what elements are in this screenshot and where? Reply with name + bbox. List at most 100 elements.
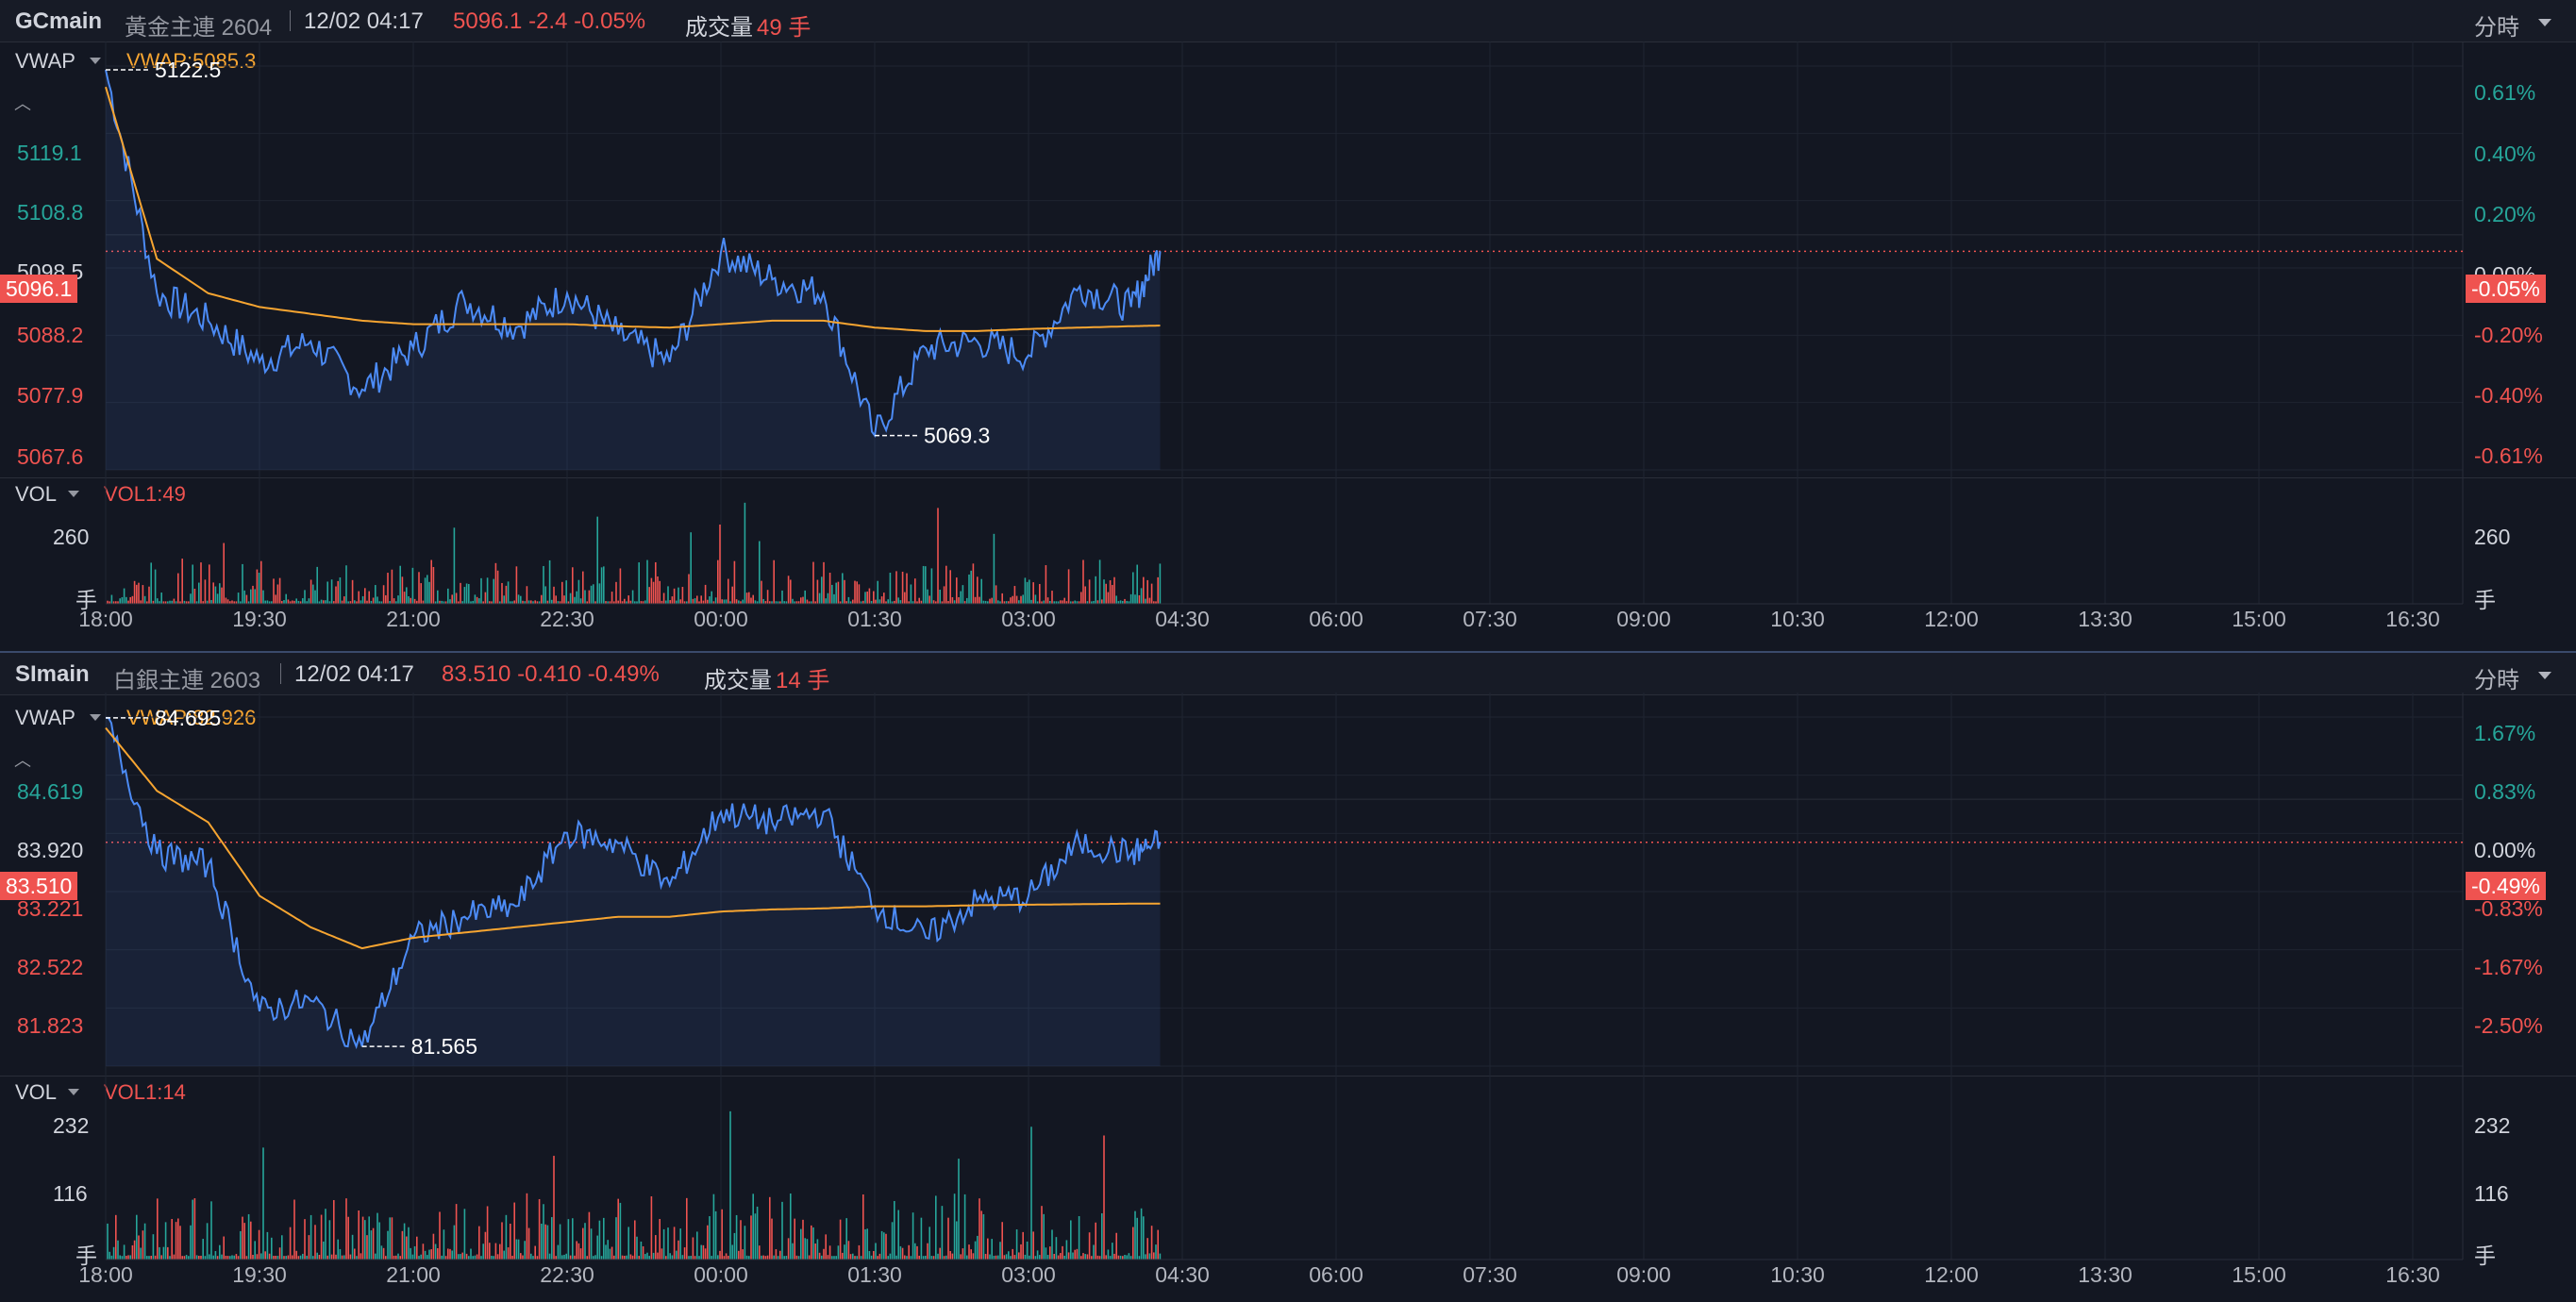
vol-unit-label: 手 bbox=[75, 1244, 97, 1268]
vol-tick-label: 232 bbox=[53, 1113, 90, 1138]
divider bbox=[280, 663, 281, 684]
silver-volume-value: 14 手 bbox=[776, 668, 830, 693]
chevron-down-icon[interactable] bbox=[90, 714, 101, 721]
pct-tick-label: -1.67% bbox=[2474, 955, 2543, 979]
pct-tick-label: -0.20% bbox=[2474, 323, 2543, 347]
pct-tick-label: 0.00% bbox=[2474, 838, 2536, 862]
x-tick-label: 07:30 bbox=[1463, 607, 1517, 631]
silver-symbol[interactable]: SImain bbox=[15, 661, 90, 687]
vol-unit-label: 手 bbox=[2474, 1244, 2496, 1268]
x-tick-label: 03:00 bbox=[1001, 1262, 1056, 1287]
gold-last-price-tag: 5096.1 bbox=[0, 275, 78, 303]
x-tick-label: 07:30 bbox=[1463, 1262, 1517, 1287]
x-tick-label: 16:30 bbox=[2385, 1262, 2440, 1287]
x-tick-label: 01:30 bbox=[847, 1262, 902, 1287]
gold-vol-value: VOL1:49 bbox=[104, 482, 186, 506]
gold-name: 黃金主連 2604 bbox=[125, 15, 273, 41]
silver-time: 12/02 04:17 bbox=[294, 661, 414, 687]
x-tick-label: 10:30 bbox=[1770, 1262, 1825, 1287]
x-tick-label: 18:00 bbox=[78, 1262, 133, 1287]
collapse-icon[interactable]: ︿ bbox=[14, 94, 31, 113]
x-tick-label: 21:00 bbox=[386, 607, 441, 631]
x-tick-label: 04:30 bbox=[1155, 607, 1210, 631]
chevron-down-icon[interactable] bbox=[68, 491, 79, 497]
silver-period-select[interactable]: 分時 bbox=[2474, 668, 2519, 693]
high-annotation: 5122.5 bbox=[155, 58, 221, 82]
low-annotation: 5069.3 bbox=[924, 424, 990, 448]
silver-last-price-tag: 83.510 bbox=[0, 872, 78, 900]
silver-name: 白銀主連 2603 bbox=[113, 668, 261, 693]
gold-last-pct-tag: -0.05% bbox=[2466, 275, 2546, 303]
x-tick-label: 12:00 bbox=[1924, 607, 1979, 631]
silver-panel: SImain 白銀主連 2603 12/02 04:17 83.510 -0.4… bbox=[0, 653, 2576, 1302]
y-tick-label: 5077.9 bbox=[17, 383, 84, 408]
y-tick-label: 81.823 bbox=[17, 1013, 84, 1038]
x-tick-label: 19:30 bbox=[232, 1262, 287, 1287]
chevron-down-icon[interactable] bbox=[2538, 672, 2551, 679]
x-tick-label: 15:00 bbox=[2232, 1262, 2286, 1287]
silver-vol-value: VOL1:14 bbox=[104, 1080, 186, 1104]
y-tick-label: 83.221 bbox=[17, 896, 84, 921]
chevron-down-icon[interactable] bbox=[2538, 19, 2551, 26]
x-tick-label: 10:30 bbox=[1770, 607, 1825, 631]
vol-unit-label: 手 bbox=[2474, 588, 2496, 612]
x-tick-label: 16:30 bbox=[2385, 607, 2440, 631]
x-tick-label: 03:00 bbox=[1001, 607, 1056, 631]
pct-tick-label: -0.40% bbox=[2474, 383, 2543, 408]
x-tick-label: 15:00 bbox=[2232, 607, 2286, 631]
x-tick-label: 13:30 bbox=[2078, 1262, 2133, 1287]
x-tick-label: 09:00 bbox=[1616, 607, 1671, 631]
divider bbox=[0, 1076, 2576, 1077]
x-tick-label: 21:00 bbox=[386, 1262, 441, 1287]
gold-vwap-value: VWAP:5085.3 bbox=[126, 49, 257, 73]
pct-tick-label: -0.61% bbox=[2474, 443, 2543, 468]
y-tick-label: 82.522 bbox=[17, 955, 84, 979]
pct-tick-label: 0.83% bbox=[2474, 779, 2536, 804]
silver-vol-indicator[interactable]: VOL bbox=[15, 1080, 58, 1104]
vol-unit-label: 手 bbox=[75, 588, 97, 612]
pct-tick-label: 0.40% bbox=[2474, 142, 2536, 166]
vwap-line bbox=[105, 86, 1161, 332]
y-tick-label: 5119.1 bbox=[17, 141, 82, 165]
gold-period-select[interactable]: 分時 bbox=[2474, 15, 2519, 41]
vol-tick-label: 260 bbox=[53, 525, 90, 549]
gold-volume-value: 49 手 bbox=[757, 15, 811, 41]
vol-tick-label: 232 bbox=[2474, 1113, 2511, 1138]
pct-tick-label: 0.61% bbox=[2474, 80, 2536, 105]
divider bbox=[0, 477, 2576, 478]
gold-quote: 5096.1 -2.4 -0.05% bbox=[453, 8, 646, 34]
x-tick-label: 00:00 bbox=[694, 1262, 748, 1287]
chevron-down-icon[interactable] bbox=[68, 1089, 79, 1095]
gold-vol-indicator[interactable]: VOL bbox=[15, 482, 58, 506]
x-tick-label: 18:00 bbox=[78, 607, 133, 631]
high-annotation: 84.695 bbox=[155, 706, 221, 730]
x-tick-label: 22:30 bbox=[540, 1262, 594, 1287]
y-tick-label: 5108.8 bbox=[17, 200, 84, 225]
x-tick-label: 13:30 bbox=[2078, 607, 2133, 631]
x-tick-label: 19:30 bbox=[232, 607, 287, 631]
silver-volume-label: 成交量 bbox=[704, 668, 772, 693]
y-tick-label: 5067.6 bbox=[17, 444, 84, 469]
collapse-icon[interactable]: ︿ bbox=[14, 751, 31, 770]
x-tick-label: 06:00 bbox=[1309, 607, 1363, 631]
x-tick-label: 00:00 bbox=[694, 607, 748, 631]
silver-last-pct-tag: -0.49% bbox=[2466, 872, 2546, 900]
price-line bbox=[106, 716, 1162, 1050]
price-line bbox=[105, 69, 1162, 439]
x-tick-label: 01:30 bbox=[847, 607, 902, 631]
x-tick-label: 09:00 bbox=[1616, 1262, 1671, 1287]
chevron-down-icon[interactable] bbox=[90, 58, 101, 64]
gold-vwap-indicator[interactable]: VWAP bbox=[15, 49, 75, 73]
vol-tick-label: 116 bbox=[53, 1181, 88, 1206]
panel-splitter[interactable] bbox=[0, 651, 2576, 653]
silver-vwap-indicator[interactable]: VWAP bbox=[15, 706, 75, 729]
x-tick-label: 22:30 bbox=[540, 607, 594, 631]
silver-quote: 83.510 -0.410 -0.49% bbox=[442, 661, 660, 687]
pct-tick-label: 1.67% bbox=[2474, 721, 2536, 745]
low-annotation: 81.565 bbox=[411, 1034, 477, 1059]
gold-symbol[interactable]: GCmain bbox=[15, 8, 103, 34]
pct-tick-label: -0.83% bbox=[2474, 896, 2543, 921]
gold-header: GCmain 黃金主連 2604 12/02 04:17 5096.1 -2.4… bbox=[0, 0, 2576, 42]
gold-volume-label: 成交量 bbox=[685, 15, 753, 41]
